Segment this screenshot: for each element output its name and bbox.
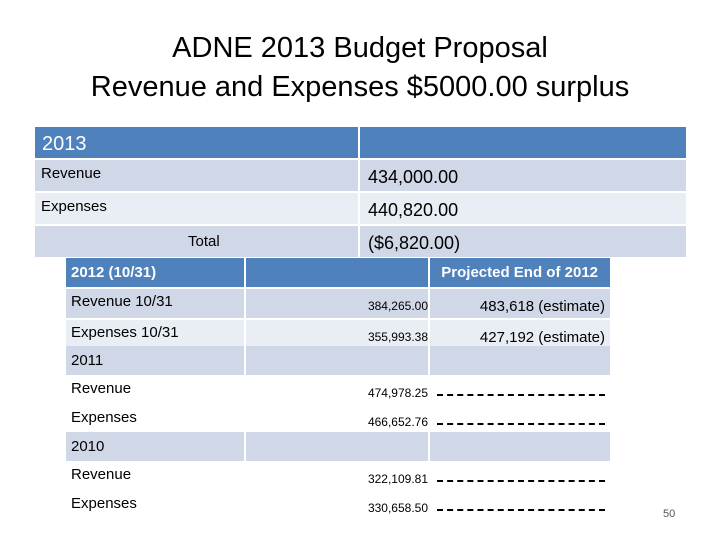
table-row: Expenses 330,658.50 [66, 491, 610, 520]
slide-title-line2: Revenue and Expenses $5000.00 surplus [90, 71, 630, 103]
row-estimate-cell: 483,618 (estimate) [430, 289, 610, 318]
row-estimate-cell [430, 405, 610, 434]
row-label-cell: Total [35, 226, 358, 257]
expenses-label: Expenses [41, 198, 107, 215]
table-header-row: 2013 [35, 127, 686, 158]
row-label-cell: Revenue [66, 462, 244, 491]
row-label: Revenue [71, 466, 132, 483]
row-label-cell: Expenses [35, 193, 358, 224]
year-2011-label: 2011 [71, 352, 104, 369]
row-label: Expenses [71, 495, 137, 512]
row-label: Revenue 10/31 [71, 293, 173, 310]
row-estimate-cell [430, 376, 610, 405]
row-value: 474,978.25 [367, 386, 428, 400]
row-label-cell: Expenses 10/31 [66, 320, 244, 349]
row-value: 355,993.38 [367, 330, 428, 344]
page-number: 50 [663, 508, 676, 520]
row-value-cell: 474,978.25 [246, 376, 428, 405]
row-label: Expenses 10/31 [71, 324, 179, 341]
header-cell: Projected End of 2012 [430, 258, 610, 287]
row-value: 322,109.81 [367, 472, 428, 486]
table-row: Expenses 440,820.00 [35, 193, 686, 224]
row-value-cell: 322,109.81 [246, 462, 428, 491]
header-cell [246, 258, 428, 287]
row-estimate: 483,618 (estimate) [479, 298, 605, 315]
row-label-cell: Revenue [35, 160, 358, 191]
header-cell: 2013 [35, 127, 358, 158]
table-row: Total ($6,820.00) [35, 226, 686, 257]
table-row: 2010 [66, 432, 610, 461]
row-label: Expenses [71, 409, 137, 426]
row-value-cell [246, 346, 428, 375]
row-value-cell: 434,000.00 [360, 160, 686, 191]
row-label-cell: Revenue [66, 376, 244, 405]
row-value-cell: 466,652.76 [246, 405, 428, 434]
header-cell-empty [360, 127, 686, 158]
row-value-cell [246, 432, 428, 461]
expenses-value: 440,820.00 [368, 200, 459, 220]
dashed-placeholder [437, 509, 605, 511]
row-value-cell: 330,658.50 [246, 491, 428, 520]
row-value: 384,265.00 [367, 299, 428, 313]
row-value-cell: 355,993.38 [246, 320, 428, 349]
row-label-cell: Revenue 10/31 [66, 289, 244, 318]
row-label: Revenue [71, 380, 132, 397]
table-row: Revenue 10/31 384,265.00 483,618 (estima… [66, 289, 610, 318]
row-value-cell: 440,820.00 [360, 193, 686, 224]
row-estimate-cell [430, 346, 610, 375]
row-estimate-cell: 427,192 (estimate) [430, 320, 610, 349]
table-row: Revenue 474,978.25 [66, 376, 610, 405]
table-row: Revenue 434,000.00 [35, 160, 686, 191]
revenue-value: 434,000.00 [368, 167, 459, 187]
total-label: Total [188, 233, 220, 250]
projected-header: Projected End of 2012 [441, 264, 598, 281]
header-cell: 2012 (10/31) [66, 258, 244, 287]
row-value-cell: ($6,820.00) [360, 226, 686, 257]
history-header-row: 2012 (10/31) Projected End of 2012 [66, 258, 610, 287]
row-label-cell: 2011 [66, 346, 244, 375]
table-row: Expenses 10/31 355,993.38 427,192 (estim… [66, 320, 610, 349]
dashed-placeholder [437, 423, 605, 425]
row-label-cell: Expenses [66, 491, 244, 520]
row-value-cell: 384,265.00 [246, 289, 428, 318]
total-value: ($6,820.00) [368, 233, 461, 253]
row-estimate-cell [430, 462, 610, 491]
table-row: 2011 [66, 346, 610, 375]
revenue-label: Revenue [41, 165, 102, 182]
row-value: 466,652.76 [367, 415, 428, 429]
row-estimate-cell [430, 491, 610, 520]
row-value: 330,658.50 [367, 501, 428, 515]
year-2010-label: 2010 [71, 438, 105, 455]
table-row: Expenses 466,652.76 [66, 405, 610, 434]
table-row: Revenue 322,109.81 [66, 462, 610, 491]
row-estimate-cell [430, 432, 610, 461]
slide-title-line1: ADNE 2013 Budget Proposal [172, 32, 548, 64]
dashed-placeholder [437, 394, 605, 396]
row-label-cell: Expenses [66, 405, 244, 434]
row-estimate: 427,192 (estimate) [479, 329, 605, 346]
row-label-cell: 2010 [66, 432, 244, 461]
dashed-placeholder [437, 480, 605, 482]
year-2013-header: 2013 [42, 133, 87, 155]
year-2012-header: 2012 (10/31) [71, 264, 157, 281]
